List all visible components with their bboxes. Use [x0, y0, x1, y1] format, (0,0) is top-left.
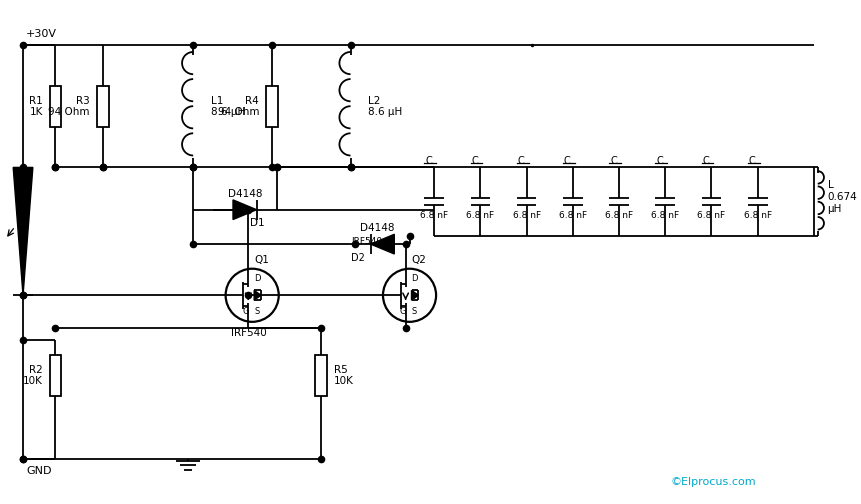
Text: C: C	[749, 156, 756, 165]
Text: C: C	[517, 156, 524, 165]
Polygon shape	[233, 200, 257, 220]
Text: C: C	[472, 156, 478, 165]
Text: IRF540: IRF540	[351, 237, 382, 245]
Text: 6.8 nF: 6.8 nF	[744, 211, 771, 220]
Text: R5
10K: R5 10K	[334, 364, 354, 386]
Polygon shape	[254, 290, 261, 300]
Text: 6.8 nF: 6.8 nF	[697, 211, 726, 220]
Text: 6.8 nF: 6.8 nF	[467, 211, 494, 220]
Bar	[96, 86, 108, 127]
Text: R4
94 Ohm: R4 94 Ohm	[218, 96, 259, 117]
Polygon shape	[371, 234, 394, 254]
Polygon shape	[13, 167, 33, 295]
Text: 6.8 nF: 6.8 nF	[559, 211, 587, 220]
Text: D4148: D4148	[360, 223, 395, 233]
Text: L2
8.6 μH: L2 8.6 μH	[369, 96, 402, 117]
Text: D: D	[254, 274, 260, 283]
Text: D1: D1	[250, 218, 264, 228]
Text: D: D	[412, 274, 418, 283]
Text: R3
94 Ohm: R3 94 Ohm	[48, 96, 90, 117]
Text: C: C	[564, 156, 571, 165]
Text: 6.8 nF: 6.8 nF	[512, 211, 541, 220]
Text: C: C	[425, 156, 432, 165]
Text: R1
1K: R1 1K	[29, 96, 43, 117]
Text: D2: D2	[351, 253, 365, 263]
Text: ©Elprocus.com: ©Elprocus.com	[670, 477, 756, 487]
Text: Q2: Q2	[412, 255, 426, 265]
Bar	[50, 355, 61, 396]
Text: D4148: D4148	[227, 189, 262, 199]
Text: C: C	[703, 156, 709, 165]
Text: C: C	[656, 156, 663, 165]
Bar	[315, 355, 327, 396]
Text: GND: GND	[26, 466, 52, 476]
Text: +30V: +30V	[26, 29, 57, 39]
Text: IRF540: IRF540	[232, 328, 267, 338]
Text: S: S	[412, 307, 417, 316]
Bar	[266, 86, 278, 127]
Text: 6.8 nF: 6.8 nF	[420, 211, 449, 220]
Text: S: S	[255, 307, 260, 316]
Text: 6.8 nF: 6.8 nF	[651, 211, 679, 220]
Text: C: C	[610, 156, 617, 165]
Polygon shape	[412, 290, 418, 300]
Text: Q1: Q1	[254, 255, 269, 265]
Text: 6.8 nF: 6.8 nF	[605, 211, 633, 220]
Text: G: G	[400, 307, 406, 316]
Text: G: G	[242, 307, 249, 316]
Bar	[50, 86, 61, 127]
Text: L1
8.6 μH: L1 8.6 μH	[211, 96, 245, 117]
Text: R2
10K: R2 10K	[23, 364, 43, 386]
Text: L
0.674
μH: L 0.674 μH	[827, 180, 858, 214]
